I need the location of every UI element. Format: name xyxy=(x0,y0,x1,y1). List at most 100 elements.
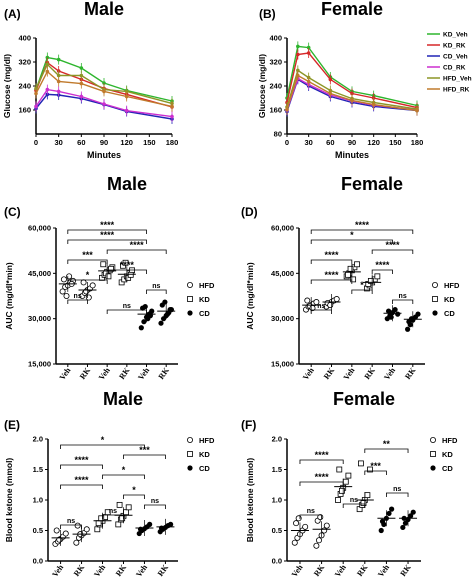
data-point-kd xyxy=(119,515,126,522)
y-axis-label: Glucose (mg/dl) xyxy=(2,54,12,118)
data-point-cd xyxy=(402,520,409,526)
data-point-cd xyxy=(142,303,148,310)
data-point-hfd-rk xyxy=(415,108,419,113)
data-point-kd-veh xyxy=(56,57,61,62)
data-point-cd xyxy=(141,319,147,325)
legend-label-kd: KD xyxy=(199,295,210,304)
glucose-line-chart-male: (A) Male 0 30 60 90 120 150 180 160 240 320 400 Minut… xyxy=(2,0,179,160)
x-category-label: RK xyxy=(117,365,132,381)
legend-label-cd: CD xyxy=(442,464,453,473)
data-point-hfd-veh xyxy=(79,73,84,78)
x-category-label: RK xyxy=(322,365,337,381)
significance-bracket xyxy=(60,464,103,469)
significance-label: ns xyxy=(67,518,75,525)
data-point-hfd-rk xyxy=(350,98,354,103)
x-category-label: Veh xyxy=(382,366,397,382)
auc-scatter-male: (C) Male 15,000 30,000 45,000 60,000 AUC (mg/d… xyxy=(4,174,215,382)
data-point-kd xyxy=(122,259,129,266)
data-point-cd xyxy=(395,311,401,317)
significance-label: ** xyxy=(383,439,391,449)
data-point-kd xyxy=(100,261,107,268)
data-point-hfd xyxy=(313,542,320,549)
significance-label: ns xyxy=(123,303,131,310)
significance-bracket xyxy=(67,229,147,234)
significance-label: *** xyxy=(139,445,150,455)
y-axis-label: AUC (mg/dl*min) xyxy=(4,262,14,330)
significance-bracket xyxy=(299,459,344,464)
legend-label-kd: KD xyxy=(442,450,453,459)
y-tick-label: 30,000 xyxy=(271,314,294,323)
significance-bracket xyxy=(144,504,166,509)
significance-bracket xyxy=(67,279,108,284)
y-tick-label: 320 xyxy=(269,58,282,67)
panel-letter: (F) xyxy=(241,418,256,432)
data-point-cd xyxy=(137,526,144,532)
x-category-label: Veh xyxy=(333,563,348,579)
legend-label-cd: CD xyxy=(199,464,210,473)
legend-marker-kd xyxy=(187,451,193,457)
data-point-cd-rk xyxy=(79,94,84,99)
legend-label-kd-veh: KD_Veh xyxy=(443,32,468,39)
ketone-scatter-male: (E) Male 0.0 0.5 1.0 1.5 2.0 Blood ketone (mmol… xyxy=(4,389,215,579)
significance-label: **** xyxy=(315,472,330,482)
legend-label-kd-rk: KD_RK xyxy=(443,43,466,50)
legend-label-kd: KD xyxy=(199,450,210,459)
significance-label: ns xyxy=(109,508,117,515)
legend-label-cd: CD xyxy=(199,309,210,318)
y-tick-label: 80 xyxy=(274,130,282,139)
significance-bracket xyxy=(146,289,167,294)
x-category-label: RK xyxy=(403,365,418,381)
y-tick-label: 160 xyxy=(269,106,282,115)
x-category-label: Veh xyxy=(92,563,107,579)
significance-label: * xyxy=(101,435,105,445)
significance-bracket xyxy=(310,259,353,264)
y-tick-label: 45,000 xyxy=(28,269,51,278)
significance-bracket xyxy=(106,269,147,274)
data-point-hfd xyxy=(53,527,60,534)
data-point-kd xyxy=(115,521,122,528)
y-tick-label: 60,000 xyxy=(271,224,294,233)
significance-label: **** xyxy=(375,260,390,270)
x-tick-label: 90 xyxy=(348,138,356,147)
data-point-cd xyxy=(405,326,411,332)
data-point-hfd xyxy=(63,293,70,300)
data-point-hfd xyxy=(295,515,302,522)
x-category-label: RK xyxy=(157,365,172,381)
data-point-cd xyxy=(149,308,155,314)
auc-scatter-female: (D) Female 15,000 30,000 45,000 60,000 AUC (mg… xyxy=(241,174,460,382)
x-tick-label: 180 xyxy=(166,138,179,147)
x-category-label: RK xyxy=(78,365,93,381)
data-point-cd xyxy=(386,510,392,517)
legend-marker-hfd xyxy=(429,437,436,444)
y-tick-label: 0.0 xyxy=(33,557,43,566)
data-point-kd-veh xyxy=(306,45,311,50)
legend-label-hfd: HFD xyxy=(199,281,215,290)
data-point-cd-rk xyxy=(45,87,50,92)
data-point-kd xyxy=(354,261,360,268)
significance-label: * xyxy=(86,270,90,280)
data-point-cd-rk xyxy=(124,108,129,113)
data-point-hfd xyxy=(60,276,67,283)
panel-f: (F) Female 0.0 0.5 1.0 1.5 2.0 Blood ketone (mm… xyxy=(237,385,474,583)
data-point-hfd xyxy=(80,279,87,286)
chart-title: Female xyxy=(321,0,383,19)
x-tick-label: 120 xyxy=(367,138,380,147)
legend-marker-cd xyxy=(187,310,193,316)
x-category-label: Veh xyxy=(342,366,357,382)
x-tick-label: 30 xyxy=(54,138,62,147)
y-tick-label: 0.5 xyxy=(33,526,43,535)
x-category-label: Veh xyxy=(50,563,65,579)
data-point-kd xyxy=(374,273,381,280)
significance-bracket xyxy=(299,514,322,519)
y-tick-label: 2.0 xyxy=(272,435,282,444)
y-tick-label: 1.5 xyxy=(272,465,282,474)
panel-a: (A) Male 0 30 60 90 120 150 180 160 240 320 400 Minut… xyxy=(0,0,237,165)
chart-title: Female xyxy=(341,174,403,194)
legend-marker-hfd xyxy=(431,282,438,289)
y-tick-label: 15,000 xyxy=(271,360,294,369)
data-point-cd-rk xyxy=(56,89,61,94)
y-axis-label: Blood ketone (mmol) xyxy=(4,458,14,543)
significance-label: **** xyxy=(325,250,340,260)
data-point-hfd xyxy=(321,527,328,534)
y-tick-label: 240 xyxy=(18,82,31,91)
